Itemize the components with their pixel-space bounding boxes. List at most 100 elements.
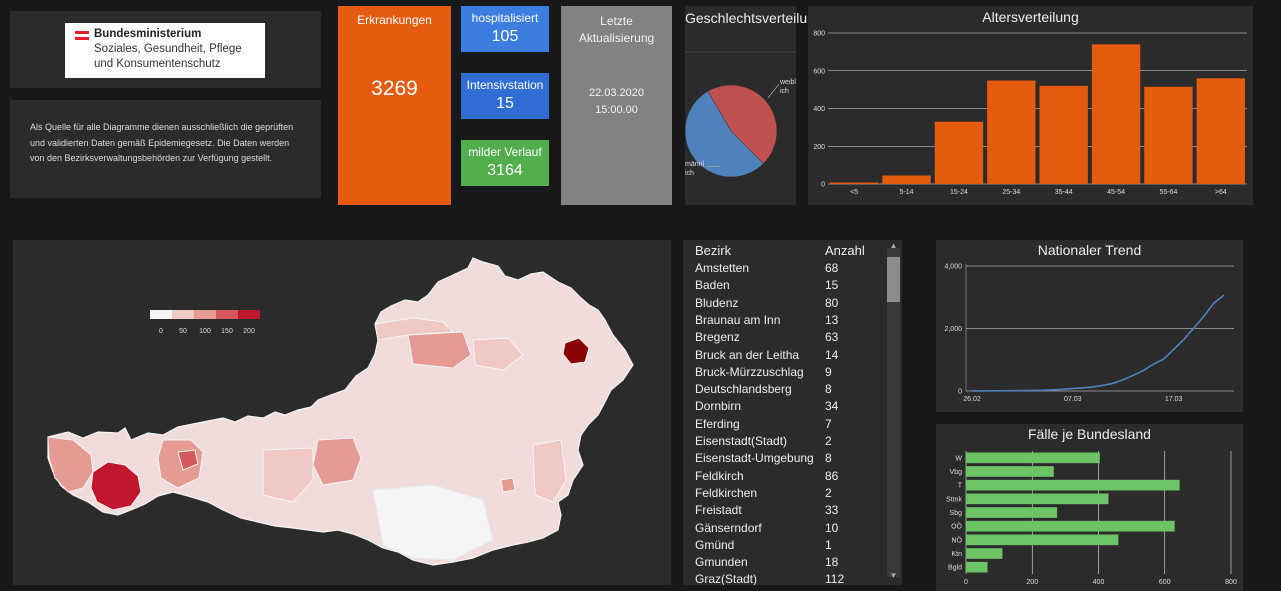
gender-chart-panel[interactable]: Geschlechtsverteilung weibl ich männl ich: [685, 6, 823, 205]
table-row[interactable]: Gänserndorf 10: [695, 521, 885, 538]
table-row[interactable]: Baden 15: [695, 278, 885, 295]
district-count: 63: [825, 330, 839, 345]
legend-swatch-3: [216, 310, 238, 319]
district-count: 34: [825, 399, 839, 414]
age-ytick-label: 200: [813, 144, 825, 151]
age-bar-1: [882, 175, 931, 184]
table-row[interactable]: Freistadt 33: [695, 503, 885, 520]
state-xtick-label: 0: [964, 579, 968, 586]
trend-series-line: [972, 294, 1225, 392]
table-row[interactable]: Eisenstadt(Stadt) 2: [695, 434, 885, 451]
table-row[interactable]: Eisenstadt-Umgebung 8: [695, 451, 885, 468]
state-chart-title: Fälle je Bundesland: [1028, 426, 1151, 442]
age-category-label: 55-64: [1159, 189, 1177, 196]
state-bar-0: [966, 452, 1100, 464]
region-amstetten[interactable]: [472, 337, 524, 371]
table-row[interactable]: Bruck-Mürzzuschlag 9: [695, 365, 885, 382]
kpi-intensivstation[interactable]: Intensivstation 15: [461, 73, 549, 119]
state-bar-2: [966, 479, 1180, 491]
table-row[interactable]: Deutschlandsberg 8: [695, 382, 885, 399]
table-row[interactable]: Bludenz 80: [695, 296, 885, 313]
table-row[interactable]: Bruck an der Leitha 14: [695, 348, 885, 365]
age-ytick-label: 400: [813, 106, 825, 113]
source-note-panel: Als Quelle für alle Diagramme dienen aus…: [10, 100, 321, 198]
trend-chart-panel[interactable]: Nationaler Trend 0 2,000 4,000 26.02 07.03 17…: [936, 240, 1243, 412]
region-vorarlberg[interactable]: [47, 436, 94, 493]
district-name: Gmunden: [695, 555, 748, 570]
scrollbar-thumb[interactable]: [887, 257, 900, 302]
trend-line-chart: 0 2,000 4,000 26.02 07.03 17.03: [944, 264, 1234, 403]
district-name: Feldkirch: [695, 468, 744, 483]
table-row[interactable]: Bregenz 63: [695, 330, 885, 347]
pie-label-1: männl ich: [685, 161, 705, 177]
district-count: 33: [825, 503, 839, 518]
region-vienna[interactable]: [562, 337, 590, 365]
table-row[interactable]: Graz(Stadt) 112: [695, 572, 885, 585]
state-xtick-label: 400: [1093, 579, 1105, 586]
region-graz[interactable]: [500, 477, 516, 493]
state-category-label: T: [958, 483, 963, 490]
district-map-panel[interactable]: 0 50 100 150 200: [13, 240, 671, 585]
district-name: Braunau am Inn: [695, 312, 781, 327]
region-north-border[interactable]: [374, 317, 455, 341]
gender-chart-title-text: Geschlechtsverteilung: [685, 10, 823, 26]
legend-swatch-0: [150, 310, 172, 319]
kpi-last-update[interactable]: Letzte Aktualisierung 22.03.2020 15:00.0…: [561, 6, 672, 205]
pie-label-line: männl: [685, 161, 705, 168]
region-southeast[interactable]: [532, 439, 567, 503]
age-bar-6: [1144, 86, 1193, 184]
kpi-update-time: 15:00.00: [595, 104, 638, 116]
austria-district-map[interactable]: 0 50 100 150 200: [13, 240, 671, 585]
district-count: 80: [825, 295, 839, 310]
state-chart-panel[interactable]: Fälle je Bundesland 0 200 400 600 800 W Vbg T St…: [936, 424, 1243, 591]
austria-outline[interactable]: [47, 257, 634, 566]
state-bar-1: [966, 466, 1054, 477]
ministry-logo: Bundesministerium Soziales, Gesundheit, …: [65, 23, 265, 78]
logo-subtitle-line1: Soziales, Gesundheit, Pflege: [94, 43, 242, 55]
table-header-bezirk[interactable]: Bezirk: [695, 243, 732, 258]
state-category-label: Sbg: [950, 510, 963, 517]
district-count: 9: [825, 364, 832, 379]
district-name: Freistadt: [695, 503, 742, 518]
kpi-erkrankungen[interactable]: Erkrankungen 3269: [338, 6, 451, 205]
table-row[interactable]: Braunau am Inn 13: [695, 313, 885, 330]
austria-flag-icon: [75, 31, 89, 40]
district-count: 8: [825, 382, 832, 397]
table-row[interactable]: Feldkirchen 2: [695, 486, 885, 503]
region-innsbruck[interactable]: [177, 449, 199, 471]
legend-swatch-4: [238, 310, 260, 319]
pie-leader-line: [704, 165, 721, 168]
table-header-anzahl[interactable]: Anzahl: [825, 243, 865, 258]
table-row[interactable]: Eferding 7: [695, 417, 885, 434]
table-row[interactable]: Amstetten 68: [695, 261, 885, 278]
age-bar-5: [1091, 44, 1141, 185]
kpi-hospitalisiert[interactable]: hospitalisiert 105: [461, 6, 549, 52]
district-table[interactable]: Bezirk Anzahl Amstetten 68 Baden 15 Bludenz 8…: [683, 240, 902, 585]
region-salzburg[interactable]: [312, 437, 362, 486]
logo-subtitle-line2: und Konsumentenschutz: [94, 58, 221, 70]
state-bar-5: [966, 520, 1175, 532]
table-row[interactable]: Gmünd 1: [695, 538, 885, 555]
trend-chart-title: Nationaler Trend: [1037, 242, 1142, 258]
age-chart-panel[interactable]: Altersverteilung 0 200 400 600 800 <5 5-14 15-2…: [808, 6, 1253, 205]
district-name: Bruck an der Leitha: [695, 347, 800, 362]
state-xtick-label: 600: [1159, 579, 1171, 586]
pie-label-line: ich: [685, 170, 694, 177]
table-row[interactable]: Gmunden 18: [695, 555, 885, 572]
legend-tick-1: 50: [179, 328, 187, 335]
scroll-up-icon[interactable]: ▲: [889, 241, 898, 250]
table-row[interactable]: Dornbirn 34: [695, 399, 885, 416]
table-row[interactable]: Feldkirch 86: [695, 469, 885, 486]
scroll-down-icon[interactable]: ▼: [889, 571, 898, 580]
district-count: 68: [825, 261, 839, 275]
district-name: Eferding: [695, 416, 740, 431]
region-carinthia[interactable]: [372, 484, 494, 561]
pie-slice-1: [685, 90, 764, 178]
kpi-milder-verlauf[interactable]: milder Verlauf 3164: [461, 140, 549, 186]
logo-title: Bundesministerium: [94, 28, 202, 40]
region-styria-west[interactable]: [262, 447, 314, 503]
region-linz[interactable]: [407, 331, 472, 369]
state-bar-chart: 0 200 400 600 800 W Vbg T Stmk Sbg OÖ NÖ Ktn Bgld: [946, 451, 1237, 586]
scrollbar-track[interactable]: [887, 248, 900, 577]
region-landeck[interactable]: [90, 461, 142, 511]
